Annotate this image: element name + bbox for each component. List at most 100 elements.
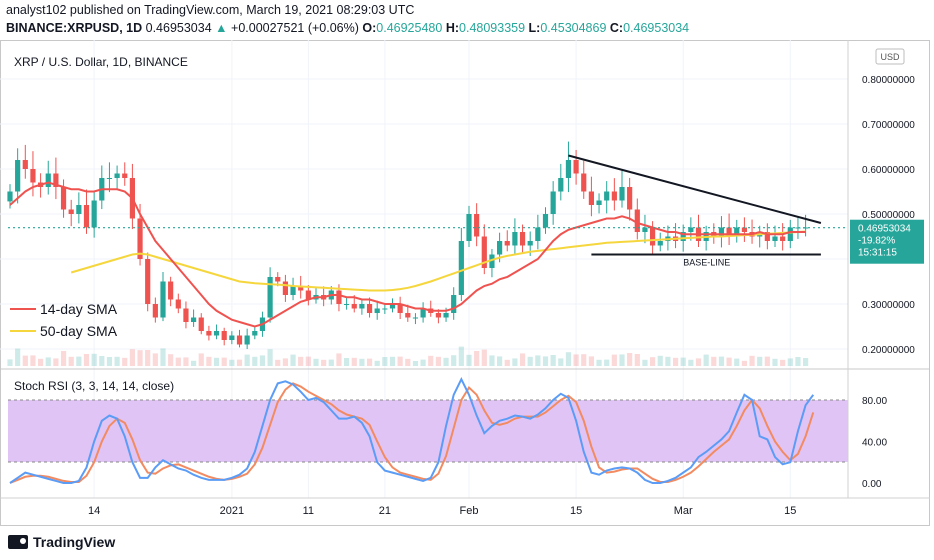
volume-bar	[619, 354, 625, 366]
price-tick-label: 0.70000000	[862, 120, 915, 131]
candle-body	[389, 304, 396, 309]
volume-bar	[741, 360, 747, 366]
volume-bar	[588, 356, 594, 366]
volume-bar	[7, 359, 13, 366]
volume-bar	[45, 357, 51, 366]
time-tick-label: Mar	[674, 505, 693, 517]
volume-bar	[695, 358, 702, 366]
last-price: 0.46953034	[145, 21, 212, 35]
volume-bar	[497, 356, 503, 366]
candle-body	[275, 277, 281, 282]
candle-body	[772, 236, 778, 241]
candle-body	[397, 304, 403, 313]
volume-bar	[581, 354, 587, 366]
volume-bar	[604, 359, 610, 366]
volume-bar	[53, 358, 59, 366]
candle-body	[535, 227, 541, 241]
candle-body	[650, 227, 656, 246]
candle-body	[374, 308, 380, 313]
candle-body	[604, 191, 610, 201]
candle-body	[76, 205, 82, 214]
volume-bar	[76, 356, 82, 366]
stoch-d-line	[9, 382, 815, 484]
badge-change: -19.82%	[858, 236, 895, 247]
candle-body	[267, 277, 273, 318]
volume-bar	[83, 354, 90, 366]
candle-body	[611, 191, 617, 201]
candle-body	[718, 227, 725, 237]
tradingview-icon	[8, 535, 28, 549]
chart-frame[interactable]	[0, 40, 930, 526]
volume-bar	[252, 356, 258, 366]
base-line-label: BASE-LINE	[683, 258, 730, 268]
publisher-line: analyst102 published on TradingView.com,…	[6, 3, 415, 17]
candle-body	[236, 335, 243, 345]
candle-body	[298, 286, 304, 291]
candle-body	[588, 191, 594, 205]
volume-bar	[650, 357, 656, 366]
high-label: H:	[445, 21, 460, 35]
badge-price: 0.46953034	[858, 224, 911, 235]
volume-bar	[405, 358, 411, 366]
volume-bar	[435, 356, 441, 366]
volume-bar	[321, 359, 327, 366]
candle-body	[489, 254, 495, 268]
candle-body	[282, 281, 288, 295]
candle-body	[382, 308, 388, 310]
candle-body	[634, 209, 640, 232]
candle-body	[351, 304, 357, 309]
volume-bar	[129, 349, 135, 366]
volume-bar	[137, 350, 143, 366]
volume-bar	[290, 354, 296, 366]
volume-bar	[244, 354, 250, 366]
volume-bar	[313, 358, 319, 366]
candle-body	[252, 331, 258, 336]
volume-bar	[749, 355, 755, 366]
volume-bar	[481, 349, 487, 366]
volume-bar	[259, 355, 266, 366]
volume-bar	[420, 359, 426, 366]
volume-bar	[542, 356, 549, 366]
candle-body	[60, 187, 67, 210]
volume-bar	[213, 357, 220, 366]
open-value: 0.46925480	[376, 21, 443, 35]
time-tick-label: 15	[784, 505, 796, 517]
candle-body	[512, 232, 518, 246]
time-tick-label: 14	[88, 505, 100, 517]
volume-bar	[359, 358, 365, 366]
volume-bar	[15, 348, 21, 366]
tradingview-logo[interactable]: TradingView	[8, 534, 115, 550]
legend-sma14[interactable]: 14-day SMA	[10, 301, 118, 317]
candle-body	[366, 304, 373, 313]
volume-bar	[519, 353, 526, 366]
candle-body	[497, 241, 503, 255]
stoch-tick-label: 40.00	[862, 438, 887, 449]
legend-sma50[interactable]: 50-day SMA	[10, 323, 118, 339]
volume-bar	[122, 357, 128, 366]
volume-bar	[535, 355, 541, 366]
volume-bar	[512, 358, 518, 366]
candle-body	[519, 232, 526, 246]
volume-bar	[22, 355, 28, 366]
volume-bar	[282, 358, 288, 366]
candle-body	[458, 241, 464, 295]
volume-bar	[657, 355, 663, 366]
stoch-tick-label: 0.00	[862, 479, 882, 490]
volume-bar	[550, 355, 556, 366]
price-tick-label: 0.60000000	[862, 165, 915, 176]
candle-body	[45, 173, 51, 187]
time-tick-label: 21	[379, 505, 391, 517]
volume-bar	[703, 354, 709, 366]
sma50-line	[70, 230, 806, 292]
volume-bar	[91, 353, 97, 366]
volume-bar	[642, 359, 648, 366]
volume-bar	[221, 357, 227, 366]
volume-bar	[152, 353, 158, 366]
currency-badge[interactable]	[875, 48, 905, 65]
volume-bar	[60, 351, 67, 366]
volume-bar	[764, 356, 770, 366]
volume-bar	[757, 356, 763, 366]
volume-bar	[397, 356, 403, 366]
volume-bar	[611, 354, 617, 366]
